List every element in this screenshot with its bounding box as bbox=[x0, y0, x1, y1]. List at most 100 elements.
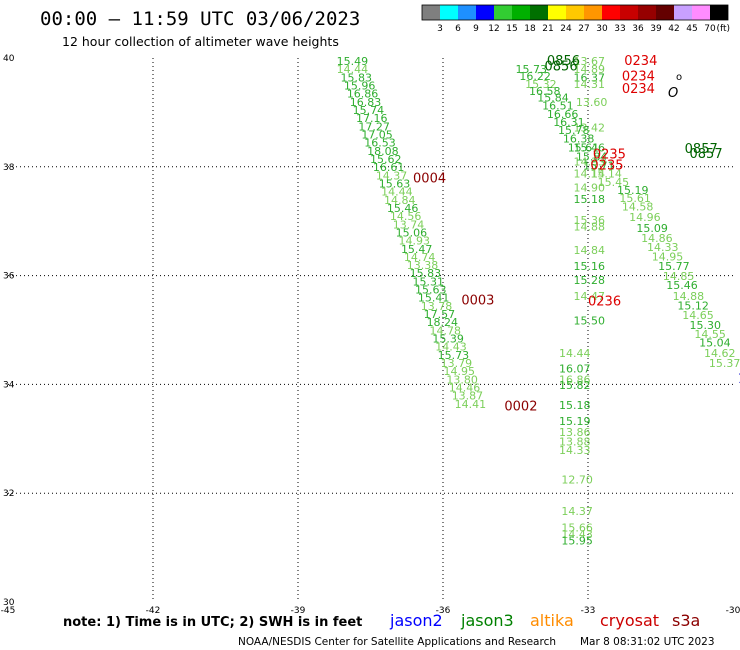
footer-source: NOAA/NESDIS Center for Satellite Applica… bbox=[238, 636, 556, 648]
colorbar-swatch bbox=[512, 5, 530, 20]
wave-height-value: 14.55 bbox=[694, 328, 726, 341]
wave-height-value: 15.06 bbox=[396, 226, 428, 239]
wave-height-value: 14.33 bbox=[559, 444, 591, 457]
wave-height-value: 15.46 bbox=[387, 202, 419, 215]
time-label: 0003 bbox=[461, 293, 494, 308]
y-tick-label: 34 bbox=[3, 380, 15, 390]
track-a: 15.4914.4415.8315.9616.8616.8315.7417.16… bbox=[337, 55, 486, 411]
wave-height-value: 15.71 bbox=[583, 160, 615, 173]
track-e: 15.7316.2215.3216.5815.8416.5116.6616.31… bbox=[516, 63, 630, 189]
chart-title: 00:00 – 11:59 UTC 03/06/2023 bbox=[40, 8, 360, 30]
wave-height-value: 13.38 bbox=[407, 259, 439, 272]
time-label: 0002 bbox=[504, 400, 537, 415]
colorbar-swatch bbox=[620, 5, 638, 20]
wave-height-value: 16.22 bbox=[519, 70, 551, 83]
wave-height-value: 15.18 bbox=[559, 399, 591, 412]
wave-height-value: 14.88 bbox=[673, 290, 705, 303]
wave-height-value: 17.27 bbox=[358, 120, 390, 133]
wave-height-value: 14.43 bbox=[435, 341, 467, 354]
wave-height-value: 14.89 bbox=[574, 63, 606, 76]
x-tick-label: -33 bbox=[581, 606, 596, 616]
y-tick-label: 40 bbox=[3, 54, 15, 64]
wave-height-value: 14.47 bbox=[574, 290, 606, 303]
colorbar-swatch bbox=[548, 5, 566, 20]
wave-height-value: 16.86 bbox=[347, 88, 379, 101]
wave-height-value: 15.36 bbox=[574, 214, 606, 227]
time-label: 0856 bbox=[545, 60, 578, 75]
wave-height-value: 14.84 bbox=[384, 194, 416, 207]
colorbar-swatch bbox=[422, 5, 440, 20]
satellite-legend: jason2 jason3 altika cryosat s3a bbox=[389, 611, 700, 630]
colorbar-swatch bbox=[458, 5, 476, 20]
wave-height-value: 13.79 bbox=[441, 357, 473, 370]
colorbar-swatch bbox=[692, 5, 710, 20]
legend-altika: altika bbox=[530, 611, 574, 630]
wave-height-value: 14.74 bbox=[404, 251, 436, 264]
wave-height-value: 14.86 bbox=[641, 232, 673, 245]
wave-height-value: 15.84 bbox=[576, 150, 608, 163]
wave-height-value: 17.57 bbox=[424, 308, 456, 321]
wave-height-value: 12.70 bbox=[561, 473, 593, 486]
time-label: 0235 bbox=[593, 148, 626, 163]
wave-height-value: 15.77 bbox=[658, 260, 690, 273]
marker-degree-icon: o bbox=[676, 72, 682, 83]
wave-height-value: 13.60 bbox=[576, 96, 608, 109]
time-label: 0234 bbox=[622, 82, 655, 97]
wave-height-value: 13.87 bbox=[452, 390, 484, 403]
colorbar-swatch bbox=[638, 5, 656, 20]
wave-height-value: 14.44 bbox=[337, 63, 369, 76]
wave-height-value: 15.82 bbox=[559, 379, 591, 392]
colorbar-label: 9 bbox=[473, 24, 479, 34]
wave-height-value: 14.58 bbox=[622, 200, 654, 213]
wave-height-value: 16.38 bbox=[563, 132, 595, 145]
note-text: note: 1) Time is in UTC; 2) SWH is in fe… bbox=[63, 615, 362, 630]
y-tick-label: 38 bbox=[3, 163, 15, 173]
colorbar-unit: (ft) bbox=[716, 24, 730, 34]
wave-height-value: 14.56 bbox=[390, 210, 422, 223]
time-label: 0857 bbox=[685, 142, 718, 157]
y-tick-label: 36 bbox=[3, 272, 15, 282]
wave-height-value: 16.86 bbox=[559, 373, 591, 386]
wave-height-value: 14.43 bbox=[561, 528, 593, 541]
wave-height-value: 16.37 bbox=[574, 71, 606, 84]
wave-height-value: 14.33 bbox=[574, 156, 606, 169]
wave-height-value: 16.07 bbox=[559, 362, 591, 375]
colorbar-label: 33 bbox=[614, 24, 625, 34]
wave-height-value: 14.90 bbox=[574, 181, 606, 194]
time-label: 0235 bbox=[590, 159, 623, 174]
wave-height-value: 15.47 bbox=[401, 243, 433, 256]
time-label: 0234 bbox=[624, 54, 657, 69]
wave-height-value: 15.49 bbox=[337, 55, 369, 68]
x-tick-label: -30 bbox=[726, 606, 740, 616]
wave-height-value: 15.28 bbox=[574, 274, 606, 287]
wave-height-value: 15.30 bbox=[690, 319, 722, 332]
wave-height-value: 15.78 bbox=[558, 124, 590, 137]
colorbar-swatch bbox=[602, 5, 620, 20]
wave-height-value: 15.14 bbox=[590, 168, 622, 181]
wave-height-value: 17.16 bbox=[356, 112, 388, 125]
wave-height-value: 15.83 bbox=[410, 267, 442, 280]
wave-height-value: 14.96 bbox=[629, 211, 661, 224]
wave-height-value: 15.74 bbox=[353, 104, 385, 117]
wave-height-value: 14.88 bbox=[574, 220, 606, 233]
wave-height-value: 15.31 bbox=[413, 275, 445, 288]
wave-height-value: 16.61 bbox=[373, 161, 405, 174]
legend-s3a: s3a bbox=[672, 611, 700, 630]
wave-height-value: 15.41 bbox=[418, 292, 450, 305]
wave-height-value: 16.58 bbox=[529, 85, 561, 98]
wave-height-value: 15.12 bbox=[677, 299, 709, 312]
wave-height-value: 15.50 bbox=[574, 315, 606, 328]
time-label: 0236 bbox=[588, 295, 621, 310]
colorbar-label: 42 bbox=[668, 24, 679, 34]
wave-height-value: 15.37 bbox=[709, 357, 740, 370]
wave-height-value: 14.14 bbox=[574, 168, 606, 181]
y-tick-label: 30 bbox=[3, 598, 15, 608]
wave-height-value: 15.61 bbox=[619, 192, 651, 205]
wave-height-value: 14.37 bbox=[561, 505, 593, 518]
wave-height-value: 14.44 bbox=[381, 186, 413, 199]
wave-height-value: 14.95 bbox=[652, 250, 684, 263]
wave-height-value: 15.19 bbox=[559, 415, 591, 428]
colorbar-swatch bbox=[476, 5, 494, 20]
wave-height-value: 15.96 bbox=[344, 80, 376, 93]
